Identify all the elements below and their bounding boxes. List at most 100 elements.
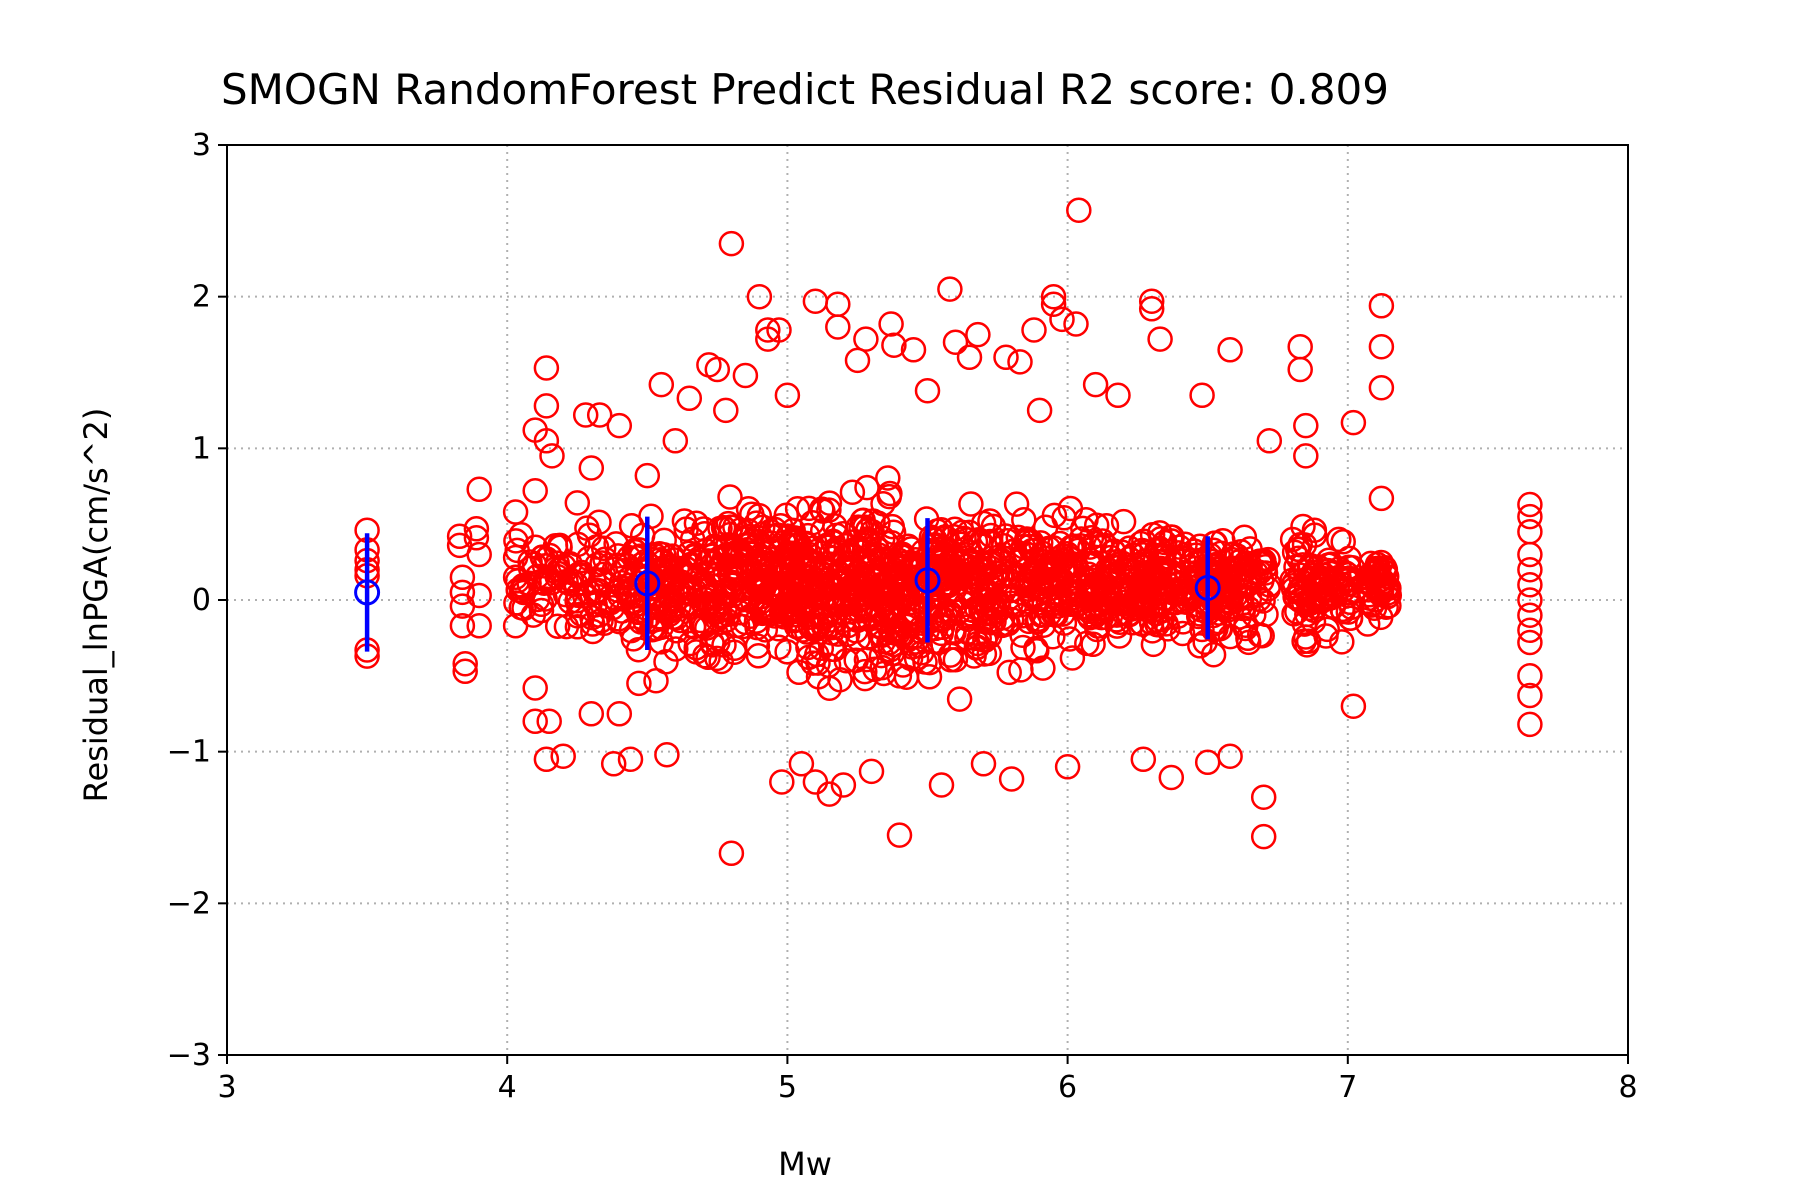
residual-point <box>746 283 773 310</box>
residual-cloud-point <box>1110 508 1137 535</box>
residual-point <box>522 675 548 701</box>
residual-point <box>878 311 904 337</box>
residual-point <box>802 288 829 314</box>
residual-cloud-point <box>971 550 998 577</box>
residual-point <box>914 377 941 404</box>
residual-points <box>354 197 1543 867</box>
residual-cloud-point <box>1307 587 1334 614</box>
residual-cloud-point <box>790 584 816 611</box>
residual-cloud-point <box>1189 616 1215 643</box>
residual-point <box>956 344 983 371</box>
residual-cloud-point <box>818 612 844 638</box>
residual-point <box>1340 409 1367 436</box>
residual-cloud-point <box>1140 631 1167 658</box>
residual-cloud-point <box>677 630 703 657</box>
residual-cloud-point <box>1132 563 1158 589</box>
residual-point <box>1517 663 1543 689</box>
residual-point <box>654 741 680 768</box>
residual-point <box>970 751 997 777</box>
residual-point <box>965 321 991 348</box>
residual-point <box>769 769 795 795</box>
residual-cloud-point <box>938 647 964 673</box>
residual-cloud-point <box>1091 570 1117 597</box>
residual-point <box>1189 382 1215 409</box>
residual-point <box>533 393 560 419</box>
residual-cloud-point <box>717 521 743 548</box>
residual-cloud-point <box>715 532 741 558</box>
residual-cloud-point <box>1314 616 1340 643</box>
residual-cloud-point <box>1165 564 1191 591</box>
residual-cloud-point <box>775 523 801 549</box>
residual-cloud-point <box>695 644 721 671</box>
residual-cloud-point <box>1363 555 1389 582</box>
residual-point <box>713 397 739 424</box>
residual-cloud-point <box>1192 629 1218 655</box>
residual-cloud-point <box>889 544 915 570</box>
residual-cloud-point <box>1246 622 1273 648</box>
residual-point <box>1287 356 1313 383</box>
residual-cloud-point <box>738 539 765 566</box>
x-tick-label: 5 <box>778 1070 797 1105</box>
y-tick-label: −3 <box>167 1038 211 1073</box>
residual-cloud-point <box>1356 582 1382 608</box>
chart-title: SMOGN RandomForest Predict Residual R2 s… <box>221 65 1389 114</box>
residual-point <box>449 579 476 606</box>
residual-point <box>1368 485 1395 512</box>
residual-cloud-point <box>1134 551 1161 577</box>
residual-cloud-point <box>1141 593 1168 620</box>
residual-cloud-point <box>1058 534 1084 561</box>
residual-point <box>452 650 478 677</box>
residual-cloud-point <box>1083 512 1110 538</box>
residual-point <box>662 428 689 454</box>
residual-point <box>1517 711 1543 738</box>
residual-cloud-point <box>751 546 777 572</box>
residual-point <box>816 781 843 807</box>
residual-cloud-point <box>565 531 591 558</box>
residual-point <box>1147 326 1173 352</box>
residual-cloud-point <box>908 615 934 641</box>
residual-point <box>844 347 871 374</box>
residual-point <box>1194 749 1221 776</box>
residual-point <box>1368 293 1395 319</box>
residual-cloud-point <box>1329 629 1355 655</box>
residual-cloud-point <box>1016 589 1043 615</box>
residual-point <box>533 355 560 381</box>
residual-cloud-point <box>1030 601 1057 628</box>
residual-point <box>1517 617 1543 644</box>
residual-cloud-point <box>951 525 977 552</box>
residual-cloud-point <box>870 490 896 517</box>
residual-cloud-point <box>568 601 595 627</box>
residual-cloud-point <box>689 612 715 639</box>
residual-cloud-point <box>531 570 557 596</box>
residual-cloud-point <box>996 659 1022 686</box>
residual-point <box>1250 784 1277 810</box>
residual-point <box>1158 764 1185 791</box>
residual-cloud-point <box>1330 598 1356 625</box>
residual-cloud-point <box>1106 623 1133 649</box>
residual-cloud-point <box>653 648 679 675</box>
residual-point <box>1368 333 1395 360</box>
residual-point <box>998 766 1025 792</box>
residual-point <box>942 329 969 355</box>
residual-point <box>452 658 478 685</box>
residual-point <box>1368 374 1395 401</box>
residual-cloud-point <box>1187 633 1213 659</box>
residual-cloud-point <box>1217 623 1244 650</box>
residual-cloud-point <box>928 597 955 624</box>
residual-cloud-point <box>997 577 1023 604</box>
residual-cloud-point <box>651 542 677 568</box>
residual-cloud-point <box>1228 539 1254 565</box>
residual-cloud-point <box>1236 585 1263 611</box>
residual-cloud-point <box>715 510 742 537</box>
residual-cloud-point <box>1116 535 1143 561</box>
residual-point <box>1517 503 1543 530</box>
residual-cloud-point <box>780 583 807 609</box>
residual-cloud-point <box>699 573 725 599</box>
residual-point <box>1217 743 1243 769</box>
residual-cloud-point <box>1092 604 1119 631</box>
residual-point <box>617 746 644 773</box>
residual-cloud-point <box>803 616 829 643</box>
residual-point <box>522 708 548 735</box>
residual-cloud-point <box>879 513 906 540</box>
